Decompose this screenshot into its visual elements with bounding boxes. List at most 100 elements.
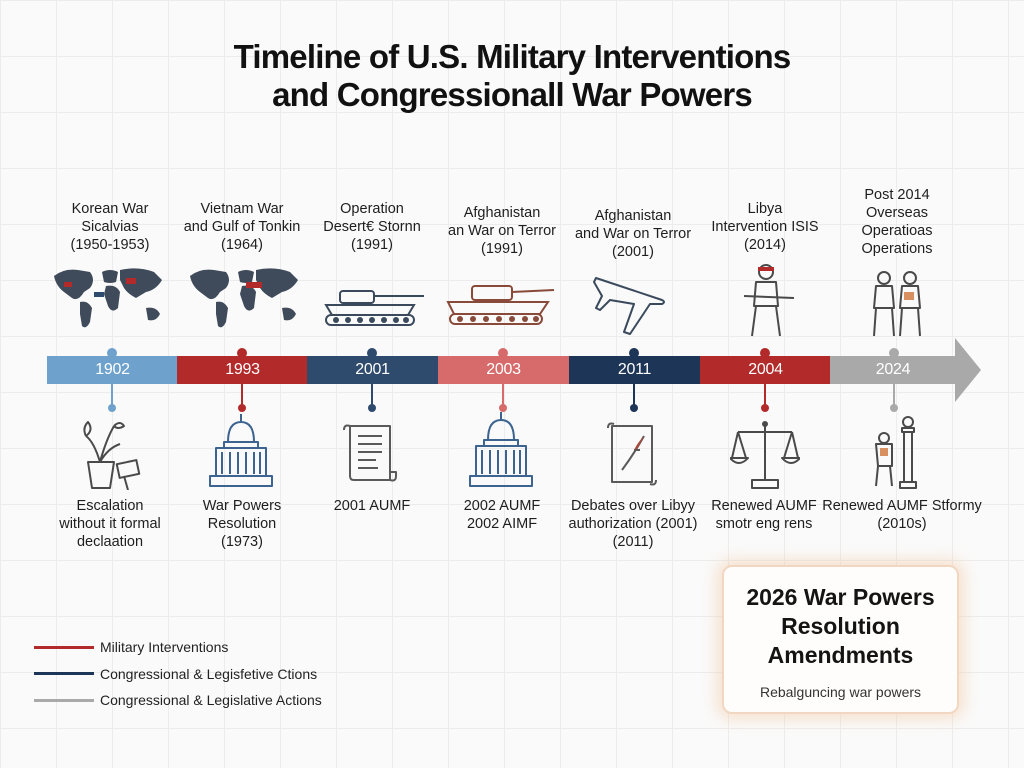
legend-item-congressional: Congressional & Legisfetive Ctions [34,661,322,688]
legend-swatch [34,645,94,649]
title-line-2: and Congressionall War Powers [272,76,753,113]
scroll-icon [343,424,397,482]
timeline-connector [111,384,113,408]
timeline-year: 2004 [748,361,783,378]
intervention-label-line: Afghanistan [594,208,672,224]
intervention-label-line: Desert€ Stornn [323,219,421,235]
timeline-connector-end [238,404,246,412]
timeline-marker [498,348,508,358]
callout-subtitle: Rebalguncing war powers [759,684,922,700]
jet-icon [593,277,665,335]
timeline-year: 1902 [95,361,130,378]
action-libya-debates: Debates over Libyy authorization (2001) … [558,497,708,551]
action-label-line: (2010s) [877,516,927,532]
callout-title: 2026 War Powers Resolution Amendments [724,583,957,670]
action-label-line: without it formal [59,516,161,532]
action-label-line: 2002 AUMF [463,498,541,514]
timeline-segment: 2011 [569,356,700,384]
intervention-label-line: Post 2014 [864,187,930,203]
action-escalation: Escalation without it formal declaation [35,497,185,551]
timeline-segment: 2003 [438,356,569,384]
timeline-connector-end [630,404,638,412]
action-label-line: 2001 AUMF [333,498,411,514]
intervention-label-line: Intervention ISIS [711,219,819,235]
intervention-label-line: Libya [747,201,783,217]
legend-swatch [34,672,94,676]
amendments-callout: 2026 War Powers Resolution Amendments Re… [722,565,959,714]
intervention-label-line: Operations [861,241,933,257]
intervention-label-line: Afghanistan [463,205,541,221]
timeline-connector [633,384,635,408]
soldiers-icon [873,271,921,337]
action-label-line: Renewed AUMF Stformy [822,498,982,514]
intervention-vietnam-war: Vietnam War and Gulf of Tonkin (1964) [167,200,317,254]
timeline-marker [760,348,770,358]
intervention-post-2014: Post 2014 Overseas Operatioas Operations [822,186,972,258]
timeline-connector [371,384,373,408]
legend-swatch [34,698,94,702]
intervention-label-line: Korean War [71,201,149,217]
timeline-connector [241,384,243,408]
action-label-line: authorization (2001) [568,516,698,532]
action-label-line: (1973) [221,534,263,550]
legend-label: Congressional & Legisfetive Ctions [100,665,318,682]
timeline-connector [893,384,895,408]
timeline-connector-end [890,404,898,412]
timeline-connector-end [108,404,116,412]
legend-label: Military Interventions [100,639,229,656]
timeline-segment: 2024 [830,356,956,384]
timeline-year: 2024 [875,361,911,378]
timeline-marker [629,348,639,358]
action-label-line: (2011) [612,534,654,550]
tank-icon [446,285,555,325]
action-label-line: declaation [76,534,144,550]
intervention-afghanistan-2001: Afghanistan and War on Terror (2001) [558,207,708,261]
timeline-marker [889,348,899,358]
world-map-icon [190,268,298,328]
intervention-label-line: Operatioas [861,223,933,239]
intervention-afghanistan-1991: Afghanistan an War on Terror (1991) [427,204,577,258]
timeline-connector [502,384,504,408]
action-label-line: War Powers [202,498,282,514]
timeline-connector-end [761,404,769,412]
intervention-label-line: (1991) [481,241,523,257]
tank-icon [324,290,424,326]
soldier-icon [743,264,795,337]
plant-protest-icon [83,421,141,490]
legend-label: Congressional & Legislative Actions [100,692,322,709]
timeline-segment: 2001 [307,356,438,384]
timeline-connector [764,384,766,408]
intervention-label-line: (1950-1953) [70,237,150,253]
action-2001-aumf: 2001 AUMF [297,497,447,515]
capitol-icon [469,412,533,487]
timeline-segment: 1902 [47,356,178,384]
world-map-icon [54,268,162,328]
intervention-label-line: (1991) [351,237,393,253]
timeline-segment: 2004 [700,356,831,384]
timeline-marker [237,348,247,358]
action-renewed-aumf: Renewed AUMF smotr eng rens [689,497,839,533]
intervention-label-line: Vietnam War [200,201,284,217]
timeline-year: 2003 [486,361,521,378]
page-title: Timeline of U.S. Military Interventions … [0,38,1024,114]
timeline-connector-end [368,404,376,412]
action-label-line: 2002 AIMF [466,516,538,532]
action-label-line: smotr eng rens [715,516,813,532]
action-label-line: Renewed AUMF [711,498,817,514]
legend-item-military: Military Interventions [34,634,322,661]
action-renewed-aumf-2010s: Renewed AUMF Stformy (2010s) [817,497,987,533]
intervention-label-line: (1964) [221,237,263,253]
intervention-label-line: (2014) [744,237,786,253]
intervention-desert-storm: Operation Desert€ Stornn (1991) [297,200,447,254]
intervention-label-line: an War on Terror [448,223,556,239]
capitol-icon [209,414,273,487]
action-label-line: Resolution [207,516,277,532]
timeline-marker [107,348,117,358]
timeline-year: 2011 [617,361,652,378]
intervention-label-line: and Gulf of Tonkin [183,219,301,235]
timeline-marker [367,348,377,358]
intervention-label-line: Overseas [865,205,929,221]
timeline-arrow-head [955,338,981,402]
intervention-label-line: and War on Terror [574,226,692,242]
action-war-powers-resolution: War Powers Resolution (1973) [167,497,317,551]
